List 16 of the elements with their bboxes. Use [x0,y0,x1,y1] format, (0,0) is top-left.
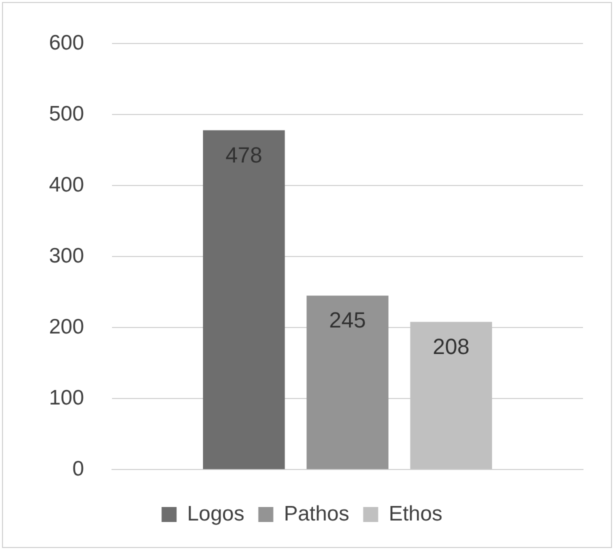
y-tick-label: 0 [72,457,84,480]
y-tick-label: 600 [48,31,84,54]
y-tick-label: 300 [48,244,84,268]
bar [202,130,285,470]
data-label: 208 [432,334,470,359]
y-tick-label: 400 [48,173,84,196]
data-label: 245 [329,308,366,333]
bar [410,322,492,470]
data-label: 478 [226,142,262,168]
legend-label: Pathos [284,502,350,526]
legend-label: Ethos [388,502,442,526]
y-tick-label: 100 [48,386,84,410]
y-tick-label: 200 [48,315,84,338]
y-tick-label: 500 [48,102,84,126]
legend-label: Logos [187,502,244,526]
bar [306,296,388,470]
